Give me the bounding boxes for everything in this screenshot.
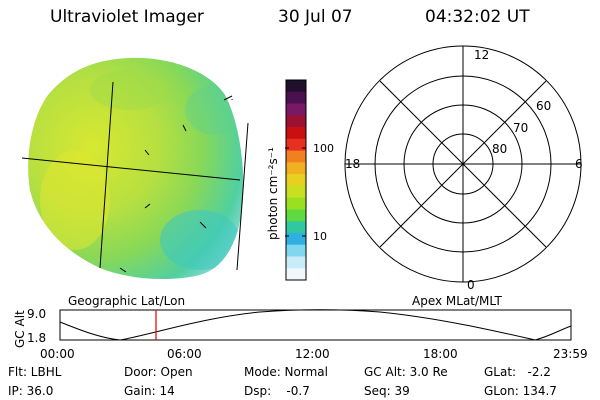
gc-alt-ytick-high: 9.0	[27, 307, 46, 321]
colorbar-swatch	[286, 268, 306, 281]
info-glat: GLat: -2.2	[484, 365, 551, 379]
info-gc-alt: GC Alt: 3.0 Re	[364, 365, 448, 379]
colorbar-swatch	[286, 221, 306, 234]
gc-alt-ylabel: GC Alt	[13, 310, 27, 348]
mlt-label-18: 18	[345, 157, 360, 171]
time-label: 04:32:02 UT	[425, 7, 530, 27]
colorbar-swatch	[286, 162, 306, 175]
info-gain: Gain: 14	[124, 384, 175, 398]
gc-alt-plot	[59, 309, 572, 341]
xtick-2359: 23:59	[553, 347, 588, 361]
colorbar-swatch	[286, 91, 306, 105]
colorbar-border	[285, 79, 307, 281]
geographic-label: Geographic Lat/Lon	[68, 294, 185, 308]
xtick-1200: 12:00	[295, 347, 330, 361]
app-title: Ultraviolet Imager	[50, 7, 204, 27]
colorbar-unit-label: photon cm⁻²s⁻¹	[266, 147, 280, 240]
info-flt: Flt: LBHL	[8, 365, 62, 379]
mlt-label-6: 6	[575, 157, 583, 171]
colorbar	[285, 79, 307, 281]
colorbar-tick-10: 10	[313, 230, 327, 243]
lat-label-80: 80	[492, 142, 507, 156]
info-glon: GLon: 134.7	[484, 384, 557, 398]
colorbar-swatch	[286, 103, 306, 116]
info-ip: IP: 36.0	[8, 384, 54, 398]
colorbar-swatch	[286, 244, 306, 257]
apex-label: Apex MLat/MLT	[412, 294, 502, 308]
colorbar-tick-100: 100	[313, 142, 334, 155]
colorbar-swatch	[286, 232, 306, 246]
mlt-label-12: 12	[474, 48, 489, 62]
colorbar-swatch	[286, 80, 306, 93]
info-door: Door: Open	[124, 365, 193, 379]
xtick-0600: 06:00	[167, 347, 202, 361]
colorbar-swatch	[286, 115, 306, 128]
info-dsp: Dsp: -0.7	[244, 384, 310, 398]
polar-plot	[344, 45, 582, 283]
mlt-label-0: 0	[467, 278, 475, 292]
xtick-0000: 00:00	[40, 347, 75, 361]
colorbar-swatch	[286, 256, 306, 269]
colorbar-swatch	[286, 127, 306, 140]
colorbar-swatch	[286, 150, 306, 163]
xtick-1800: 18:00	[423, 347, 458, 361]
lat-label-60: 60	[536, 99, 551, 113]
info-mode: Mode: Normal	[244, 365, 328, 379]
colorbar-swatch	[286, 185, 306, 199]
colorbar-swatch	[286, 197, 306, 210]
colorbar-swatch	[286, 209, 306, 222]
gc-alt-ytick-low: 1.8	[27, 331, 46, 345]
colorbar-swatch	[286, 174, 306, 187]
date-label: 30 Jul 07	[278, 7, 353, 27]
colorbar-swatch	[286, 138, 306, 152]
info-seq: Seq: 39	[364, 384, 410, 398]
lat-label-70: 70	[513, 121, 528, 135]
uv-image	[21, 57, 249, 280]
